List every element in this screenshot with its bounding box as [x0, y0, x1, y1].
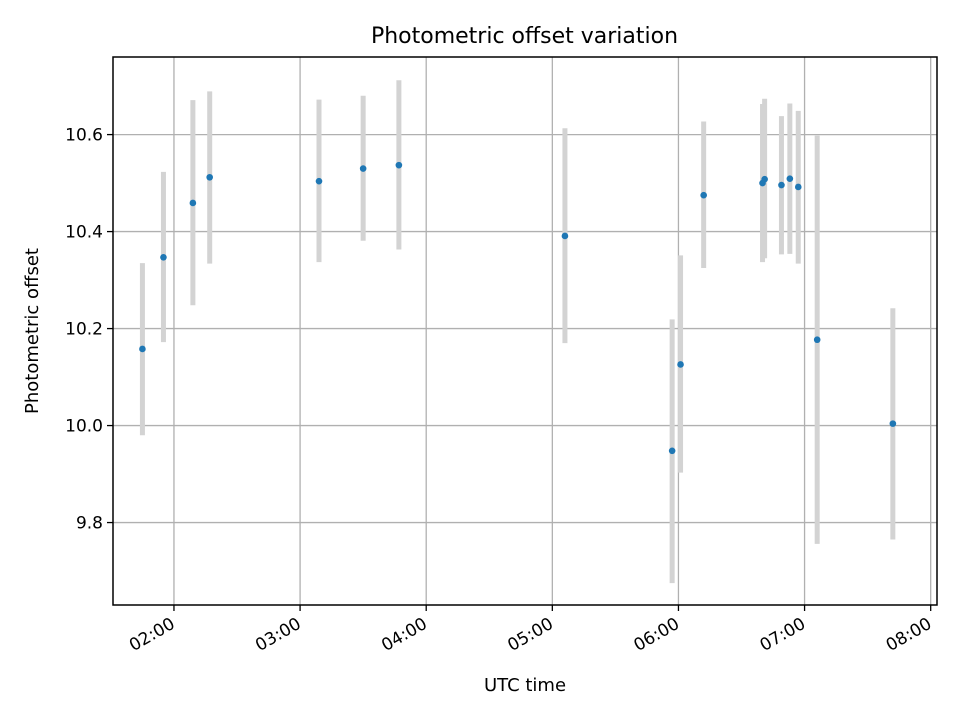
data-point	[786, 175, 794, 183]
chart-title: Photometric offset variation	[371, 24, 678, 49]
x-tick-label: 05:00	[504, 614, 556, 656]
data-point	[668, 447, 676, 455]
data-point	[889, 420, 897, 427]
x-tick-label: 06:00	[631, 614, 683, 656]
data-point	[700, 191, 707, 199]
y-tick-label: 10.4	[65, 223, 103, 243]
data-point	[160, 253, 167, 261]
data-point	[139, 345, 146, 353]
data-point	[359, 165, 367, 172]
data-point	[315, 177, 323, 185]
grid-layer	[113, 57, 937, 605]
x-tick-label: 03:00	[252, 614, 304, 656]
data-point	[813, 336, 821, 344]
x-tick-label: 04:00	[378, 614, 430, 656]
x-tick-label: 07:00	[757, 614, 809, 656]
y-tick-label: 10.6	[65, 126, 103, 146]
x-tick-label: 02:00	[126, 614, 178, 656]
x-tick-label: 08:00	[883, 614, 935, 656]
data-point	[189, 199, 197, 207]
data-point	[778, 181, 785, 189]
data-point	[677, 361, 684, 368]
y-axis-label: Photometric offset	[22, 248, 43, 414]
y-tick-label: 10.0	[65, 417, 103, 437]
errorbar-layer	[139, 80, 896, 584]
data-point	[761, 175, 768, 183]
y-tick-label: 10.2	[65, 320, 103, 340]
data-point	[561, 232, 569, 240]
y-tick-label: 9.8	[76, 514, 103, 534]
point-layer	[139, 161, 897, 455]
plot-frame	[112, 56, 938, 606]
data-point	[794, 183, 802, 191]
x-axis-label: UTC time	[484, 675, 566, 696]
data-point	[206, 173, 213, 181]
data-point	[395, 161, 403, 169]
